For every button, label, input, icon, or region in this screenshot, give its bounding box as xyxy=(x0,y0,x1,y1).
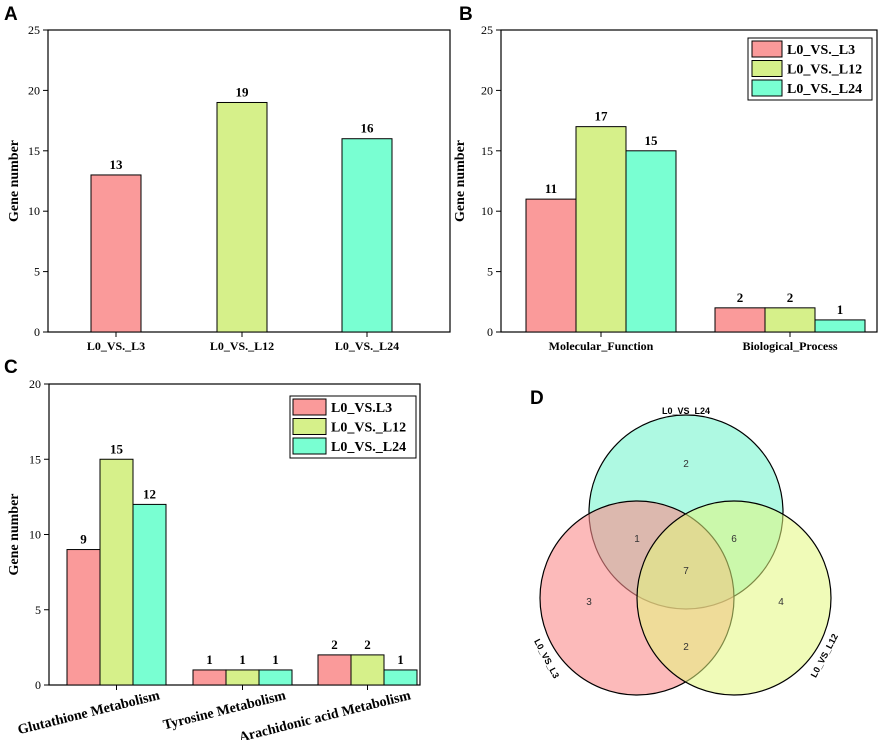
chart-c-value-label-arachidonic-acid-metabolism-l0-vs-l24: 1 xyxy=(397,652,404,667)
chart-b-value-label-molecular-function-l0-vs-l24: 15 xyxy=(645,133,659,148)
venn-diagram-d: L0_VS_L24 L0_VS_L3 L0_VS_L12 2 3 4 1 6 2… xyxy=(532,406,840,696)
chart-a-ylabel: Gene number xyxy=(7,140,22,222)
venn-region-l24-l12: 6 xyxy=(731,534,737,545)
chart-c-bar-glutathione-metabolism-l0-vs-l3 xyxy=(66,549,101,686)
chart-c-value-label-tyrosine-metabolism-l0-vs-l12: 1 xyxy=(239,652,246,667)
chart-a-ytick-label-25: 25 xyxy=(28,23,40,37)
chart-c-bar-arachidonic-acid-metabolism-l0-vs-l12 xyxy=(350,654,385,686)
chart-b-value-label-biological-process-l0-vs-l24: 1 xyxy=(837,302,844,317)
chart-b-xtick-label-biological-process: Biological_Process xyxy=(742,339,837,353)
chart-b-legend-label-l0-vs-l3: L0_VS._L3 xyxy=(787,43,855,58)
venn-region-l3-l12: 2 xyxy=(683,642,689,653)
chart-b-ytick-label-25: 25 xyxy=(481,23,493,37)
chart-b-bar-biological-process-l0-vs-l3 xyxy=(714,307,766,333)
chart-a-value-label-l0-vs-l24: 16 xyxy=(361,121,375,136)
panel-label-b: B xyxy=(459,4,473,25)
chart-a-bar-l0-vs-l3 xyxy=(90,174,142,333)
chart-c-ytick-label-0: 0 xyxy=(35,678,41,692)
venn-circle-l0-vs-l12 xyxy=(636,500,832,696)
chart-a-xtick-label-l0-vs-l24: L0_VS._L24 xyxy=(335,339,399,353)
chart-b-go-category-bars: 0 5 10 15 20 25 Gene number 11 17 15 Molecular_Fun… xyxy=(453,23,878,353)
chart-c-legend-label-l0-vs-l3: L0_VS.L3 xyxy=(331,401,392,416)
chart-b-value-label-biological-process-l0-vs-l3: 2 xyxy=(737,290,744,305)
chart-b-legend-swatch-l0-vs-l3 xyxy=(751,40,783,58)
chart-c-value-label-arachidonic-acid-metabolism-l0-vs-l3: 2 xyxy=(331,637,338,652)
chart-c-value-label-tyrosine-metabolism-l0-vs-l3: 1 xyxy=(206,652,213,667)
chart-b-plot-frame xyxy=(500,29,878,333)
chart-a-ytick-label-20: 20 xyxy=(28,83,40,97)
chart-a-ytick-label-0: 0 xyxy=(34,325,40,339)
chart-b-ytick-label-10: 10 xyxy=(481,204,493,218)
chart-c-legend-label-l0-vs-l12: L0_VS._L12 xyxy=(331,421,406,436)
chart-c-legend-label-l0-vs-l24: L0_VS._L24 xyxy=(331,440,406,455)
chart-b-xtick-label-molecular-function: Molecular_Function xyxy=(549,339,654,353)
chart-c-ytick-label-20: 20 xyxy=(29,377,41,391)
chart-c-value-label-glutathione-metabolism-l0-vs-l12: 15 xyxy=(110,441,124,456)
venn-region-l3-l24: 1 xyxy=(634,534,640,545)
chart-a-gene-number-by-comparison: 0 5 10 15 20 25 Gene number 13 L0_VS._L3 19 L0_VS.… xyxy=(7,23,451,353)
chart-b-legend-swatch-l0-vs-l24 xyxy=(751,79,783,97)
chart-b-legend-label-l0-vs-l12: L0_VS._L12 xyxy=(787,63,862,78)
chart-a-value-label-l0-vs-l3: 13 xyxy=(110,157,124,172)
venn-region-l24-only: 2 xyxy=(683,459,689,470)
chart-c-legend-swatch-l0-vs-l24 xyxy=(292,437,327,455)
chart-b-value-label-biological-process-l0-vs-l12: 2 xyxy=(787,290,794,305)
chart-a-value-label-l0-vs-l12: 19 xyxy=(236,84,250,99)
chart-b-bar-biological-process-l0-vs-l24 xyxy=(814,319,866,333)
chart-b-ylabel: Gene number xyxy=(453,140,468,222)
chart-b-legend-label-l0-vs-l24: L0_VS._L24 xyxy=(787,82,862,97)
chart-a-bar-l0-vs-l24 xyxy=(341,138,393,333)
chart-b-ytick-label-0: 0 xyxy=(487,325,493,339)
chart-a-xtick-label-l0-vs-l12: L0_VS._L12 xyxy=(210,339,274,353)
chart-c-ytick-label-5: 5 xyxy=(35,603,41,617)
chart-b-bar-molecular-function-l0-vs-l3 xyxy=(525,198,577,333)
chart-c-bar-arachidonic-acid-metabolism-l0-vs-l3 xyxy=(317,654,352,686)
panel-label-c: C xyxy=(4,357,18,378)
chart-a-ytick-label-10: 10 xyxy=(28,204,40,218)
chart-c-legend-swatch-l0-vs-l12 xyxy=(292,418,327,435)
chart-b-legend-swatch-l0-vs-l12 xyxy=(751,60,783,77)
chart-b-bar-molecular-function-l0-vs-l12 xyxy=(575,126,627,333)
chart-c-value-label-glutathione-metabolism-l0-vs-l3: 9 xyxy=(80,532,87,547)
chart-b-value-label-molecular-function-l0-vs-l3: 11 xyxy=(545,181,557,196)
panel-label-a: A xyxy=(4,4,18,25)
panel-label-d: D xyxy=(530,388,544,409)
chart-c-ylabel: Gene number xyxy=(7,493,22,575)
chart-c-value-label-arachidonic-acid-metabolism-l0-vs-l12: 2 xyxy=(364,637,371,652)
chart-c-bar-tyrosine-metabolism-l0-vs-l3 xyxy=(192,669,227,686)
chart-b-value-label-molecular-function-l0-vs-l12: 17 xyxy=(595,109,609,124)
chart-b-bar-biological-process-l0-vs-l12 xyxy=(764,307,816,333)
venn-set-label-l0-vs-l24: L0_VS_L24 xyxy=(662,406,710,416)
chart-c-bar-tyrosine-metabolism-l0-vs-l24 xyxy=(258,669,293,686)
chart-b-ytick-label-5: 5 xyxy=(487,265,493,279)
chart-a-bar-l0-vs-l12 xyxy=(216,101,268,333)
chart-c-ytick-label-15: 15 xyxy=(29,452,41,466)
chart-a-xtick-label-l0-vs-l3: L0_VS._L3 xyxy=(87,339,145,353)
chart-a-ytick-label-15: 15 xyxy=(28,144,40,158)
chart-c-bar-glutathione-metabolism-l0-vs-l24 xyxy=(132,503,167,686)
chart-b-ytick-label-20: 20 xyxy=(481,83,493,97)
venn-region-l3-only: 3 xyxy=(586,597,592,608)
venn-region-l12-only: 4 xyxy=(778,597,784,608)
chart-c-bar-glutathione-metabolism-l0-vs-l12 xyxy=(99,458,134,686)
chart-b-ytick-label-15: 15 xyxy=(481,144,493,158)
chart-c-value-label-tyrosine-metabolism-l0-vs-l24: 1 xyxy=(272,652,279,667)
chart-c-xtick-label-glutathione-metabolism: Glutathione Metabolism xyxy=(16,688,161,738)
chart-c-value-label-glutathione-metabolism-l0-vs-l24: 12 xyxy=(143,486,156,501)
venn-region-all: 7 xyxy=(683,566,689,577)
chart-c-bar-arachidonic-acid-metabolism-l0-vs-l24 xyxy=(383,669,418,686)
chart-b-bar-molecular-function-l0-vs-l24 xyxy=(625,150,677,333)
chart-c-ytick-label-10: 10 xyxy=(29,528,41,542)
chart-a-ytick-label-5: 5 xyxy=(34,265,40,279)
chart-c-legend-swatch-l0-vs-l3 xyxy=(292,398,327,416)
chart-c-bar-tyrosine-metabolism-l0-vs-l12 xyxy=(225,669,260,686)
